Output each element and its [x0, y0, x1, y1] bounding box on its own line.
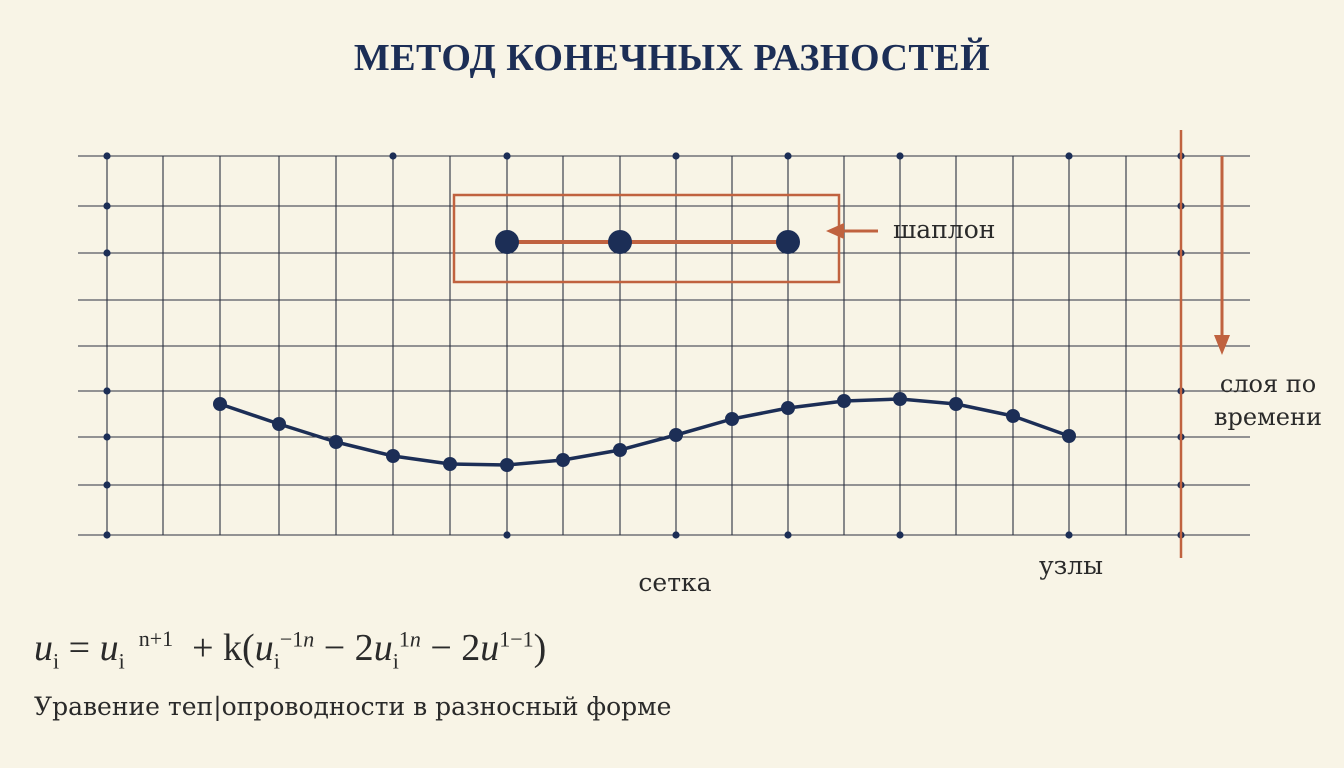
formula-close-paren: )	[533, 627, 547, 669]
solution-point	[1006, 409, 1020, 423]
solution-point	[893, 392, 907, 406]
grid-node	[103, 433, 111, 441]
solution-point	[500, 458, 514, 472]
formula-sub: i	[53, 648, 60, 674]
formula-u: u	[373, 627, 393, 669]
solution-point	[443, 457, 457, 471]
formula-sup: −1	[279, 626, 304, 652]
formula-u: u	[34, 627, 53, 669]
solution-point	[272, 417, 286, 431]
solution-point	[1062, 429, 1076, 443]
formula-minus-two: − 2	[314, 627, 374, 669]
stencil-box	[452, 193, 841, 284]
formula-sub: i	[392, 648, 399, 674]
grid-node	[389, 152, 397, 160]
grid-node	[103, 531, 111, 539]
solution-point	[781, 401, 795, 415]
solution-point	[725, 412, 739, 426]
stencil-node-center	[608, 230, 632, 254]
solution-point	[613, 443, 627, 457]
solution-point	[213, 397, 227, 411]
equation-caption: Уравение теп|опроводности в разносный фо…	[34, 692, 672, 721]
grid-node	[503, 531, 511, 539]
formula-u: u	[99, 627, 119, 669]
solution-point	[949, 397, 963, 411]
stencil-node-left	[495, 230, 519, 254]
time-layers-label-line1: слоя по	[1220, 370, 1316, 398]
formula-u: u	[254, 627, 274, 669]
stencil-arrow-head-icon	[826, 223, 844, 239]
grid-node	[103, 249, 111, 257]
grid-label: сетка	[638, 568, 711, 597]
grid-node	[784, 152, 792, 160]
stencil-node-right	[776, 230, 800, 254]
solution-point	[837, 394, 851, 408]
grid-nodes	[103, 152, 1185, 539]
formula-plus-k: + k(	[192, 627, 255, 669]
formula-u: u	[480, 627, 500, 669]
grid-node	[896, 152, 904, 160]
grid-node	[103, 202, 111, 210]
grid-node	[784, 531, 792, 539]
grid-node	[1065, 152, 1073, 160]
formula-sup: 1	[398, 626, 410, 652]
grid-node	[672, 531, 680, 539]
time-layers-label-line2: времени	[1214, 403, 1322, 431]
formula-sub: i	[273, 648, 280, 674]
solution-points	[213, 392, 1076, 472]
stencil-label: шаплон	[893, 215, 995, 244]
formula-minus-two: − 2	[420, 627, 481, 669]
grid-node	[103, 481, 111, 489]
grid-node	[1065, 531, 1073, 539]
solution-point	[669, 428, 683, 442]
nodes-label: узлы	[1039, 551, 1103, 580]
formula-sup: 1−1	[499, 626, 534, 652]
grid-node	[503, 152, 511, 160]
solution-point	[329, 435, 343, 449]
formula-sup: n+1	[138, 626, 174, 652]
solution-curve	[219, 397, 1070, 467]
formula-sup: n	[409, 626, 421, 652]
formula-sub: i	[118, 648, 125, 674]
solution-point	[386, 449, 400, 463]
solution-point	[556, 453, 570, 467]
grid-node	[103, 387, 111, 395]
time-arrow-head-icon	[1214, 335, 1230, 355]
formula-equals: =	[59, 627, 100, 669]
grid-node	[672, 152, 680, 160]
difference-equation: ui = uin+1 + k(ui−1n − 2ui1n − 2u1−1)	[34, 626, 546, 675]
grid-node	[896, 531, 904, 539]
diagram-title: МЕТОД КОНЕЧНЫХ РАЗНОСТЕЙ	[353, 37, 991, 79]
grid-lines	[78, 155, 1250, 536]
grid-node	[103, 152, 111, 160]
formula-sup: n	[303, 626, 315, 652]
